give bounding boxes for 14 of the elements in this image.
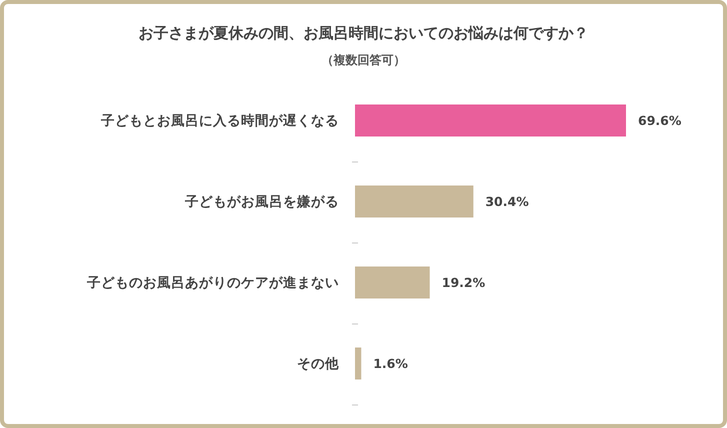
bar xyxy=(355,104,626,136)
bar xyxy=(355,348,362,380)
data-label: 19.2% xyxy=(442,274,486,290)
chart-title: お子さまが夏休みの間、お風呂時間においてのお悩みは何ですか？ xyxy=(138,24,588,42)
y-tick-label: 子どものお風呂あがりのケアが進まない xyxy=(86,275,339,292)
bar xyxy=(355,266,430,298)
y-tick-label: その他 xyxy=(297,356,340,372)
data-label: 1.6% xyxy=(373,356,408,371)
chart-subtitle: （複数回答可） xyxy=(322,53,406,67)
data-label: 30.4% xyxy=(485,194,530,209)
y-tick-label: 子どもとお風呂に入る時間が遅くなる xyxy=(100,113,339,130)
data-label: 69.6% xyxy=(638,112,682,128)
bar xyxy=(355,186,474,218)
y-tick-label: 子どもがお風呂を嫌がる xyxy=(184,194,339,210)
